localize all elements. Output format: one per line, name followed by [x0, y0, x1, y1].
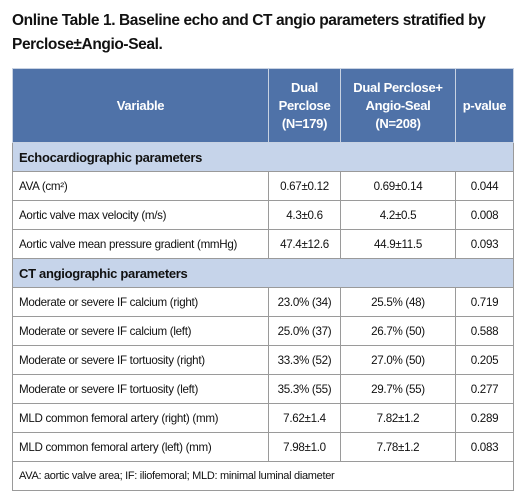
column-header: Variable — [12, 68, 269, 143]
cell-value: 27.0% (50) — [340, 345, 456, 375]
data-row: Moderate or severe IF tortuosity (left) 3… — [12, 374, 514, 404]
cell-value: 4.3±0.6 — [268, 200, 341, 230]
column-header: Dual Perclose (N=179) — [268, 68, 341, 143]
header-line: Angio-Seal — [365, 97, 431, 113]
cell-value: 33.3% (52) — [268, 345, 341, 375]
row-label: Moderate or severe IF tortuosity (left) — [12, 374, 269, 404]
header-line: (N=179) — [281, 115, 328, 131]
row-label: AVA (cm²) — [12, 171, 269, 201]
cell-value: 0.093 — [455, 229, 514, 259]
cell-value: 0.289 — [455, 403, 514, 433]
cell-value: 0.277 — [455, 374, 514, 404]
cell-value: 7.98±1.0 — [268, 432, 341, 462]
cell-value: 23.0% (34) — [268, 287, 341, 317]
cell-value: 26.7% (50) — [340, 316, 456, 346]
column-header: p-value — [455, 68, 514, 143]
data-row: AVA (cm²) 0.67±0.12 0.69±0.14 0.044 — [12, 171, 514, 201]
row-label: MLD common femoral artery (right) (mm) — [12, 403, 269, 433]
cell-value: 0.044 — [455, 171, 514, 201]
section-row: CT angiographic parameters — [12, 258, 514, 288]
cell-value: 7.78±1.2 — [340, 432, 456, 462]
cell-value: 29.7% (55) — [340, 374, 456, 404]
cell-value: 25.0% (37) — [268, 316, 341, 346]
cell-value: 25.5% (48) — [340, 287, 456, 317]
header-line: p-value — [462, 97, 507, 113]
cell-value: 0.67±0.12 — [268, 171, 341, 201]
table-title: Online Table 1. Baseline echo and CT ang… — [12, 12, 486, 53]
header-row: Variable Dual Perclose (N=179) Dual Perclose… — [12, 68, 514, 143]
row-label: Aortic valve max velocity (m/s) — [12, 200, 269, 230]
cell-value: 0.588 — [455, 316, 514, 346]
cell-value: 47.4±12.6 — [268, 229, 341, 259]
row-label: MLD common femoral artery (left) (mm) — [12, 432, 269, 462]
section-title: Echocardiographic parameters — [12, 142, 514, 172]
header-line: Variable — [116, 97, 165, 113]
data-row: MLD common femoral artery (left) (mm) 7.9… — [12, 432, 514, 462]
data-row: Aortic valve mean pressure gradient (mmH… — [12, 229, 514, 259]
cell-value: 7.62±1.4 — [268, 403, 341, 433]
column-header: Dual Perclose+ Angio-Seal (N=208) — [340, 68, 456, 143]
data-table: Variable Dual Perclose (N=179) Dual Perclose… — [12, 68, 514, 491]
cell-value: 0.083 — [455, 432, 514, 462]
cell-value: 7.82±1.2 — [340, 403, 456, 433]
cell-value: 0.69±0.14 — [340, 171, 456, 201]
cell-value: 35.3% (55) — [268, 374, 341, 404]
header-line: Dual Perclose+ — [353, 79, 443, 95]
cell-value: 0.008 — [455, 200, 514, 230]
data-row: Aortic valve max velocity (m/s) 4.3±0.6 4.… — [12, 200, 514, 230]
data-row: Moderate or severe IF tortuosity (right)… — [12, 345, 514, 375]
row-label: Moderate or severe IF tortuosity (right) — [12, 345, 269, 375]
cell-value: 44.9±11.5 — [340, 229, 456, 259]
row-label: Aortic valve mean pressure gradient (mmH… — [12, 229, 269, 259]
section-title: CT angiographic parameters — [12, 258, 514, 288]
header-line: (N=208) — [375, 115, 421, 131]
cell-value: 0.205 — [455, 345, 514, 375]
header-line: Perclose — [278, 97, 331, 113]
row-label: Moderate or severe IF calcium (right) — [12, 287, 269, 317]
data-row: Moderate or severe IF calcium (right) 23.… — [12, 287, 514, 317]
data-row: MLD common femoral artery (right) (mm) 7.… — [12, 403, 514, 433]
data-row: Moderate or severe IF calcium (left) 25.0… — [12, 316, 514, 346]
cell-value: 4.2±0.5 — [340, 200, 456, 230]
footnote-row: AVA: aortic valve area; IF: iliofemoral;… — [12, 461, 514, 491]
header-line: Dual — [291, 79, 318, 95]
cell-value: 0.719 — [455, 287, 514, 317]
footnote: AVA: aortic valve area; IF: iliofemoral;… — [12, 461, 514, 491]
row-label: Moderate or severe IF calcium (left) — [12, 316, 269, 346]
section-row: Echocardiographic parameters — [12, 142, 514, 172]
